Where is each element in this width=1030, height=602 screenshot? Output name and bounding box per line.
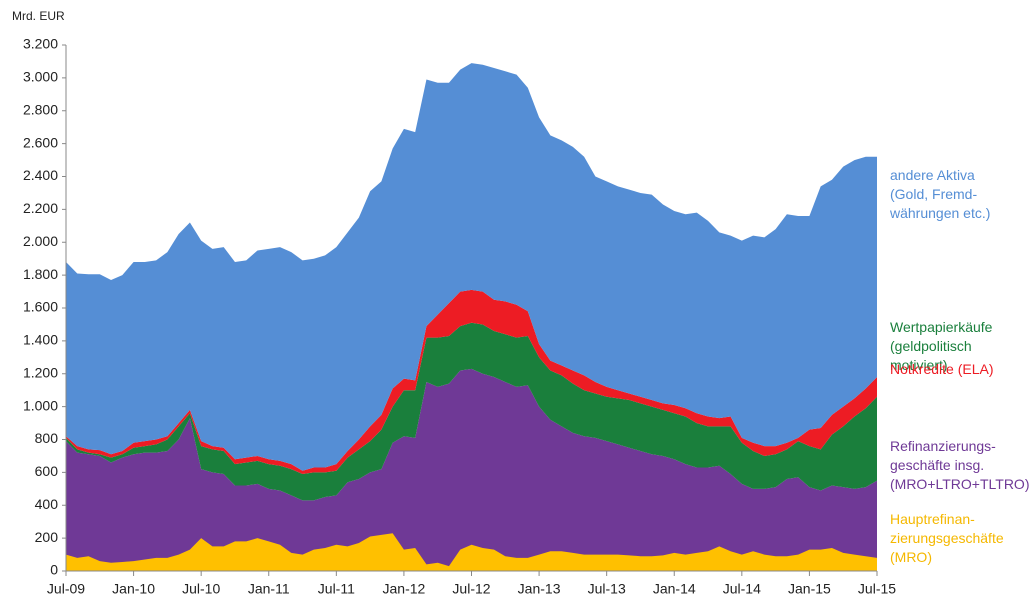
x-tick-label: Jan-14 — [653, 581, 696, 597]
y-tick-label: 600 — [35, 463, 59, 479]
x-tick-label: Jan-12 — [383, 581, 426, 597]
y-tick-label: 1.400 — [23, 332, 58, 348]
y-tick-label: 1.000 — [23, 397, 58, 413]
x-tick-label: Jan-11 — [248, 581, 290, 597]
x-tick-label: Jul-09 — [47, 581, 85, 597]
legend-label: Notkredite (ELA) — [890, 361, 994, 377]
y-tick-label: 3.000 — [23, 69, 58, 85]
area — [66, 63, 877, 471]
y-tick-label: 400 — [35, 496, 59, 512]
x-tick-label: Jul-12 — [452, 581, 490, 597]
area — [66, 322, 877, 501]
x-tick-label: Jul-13 — [588, 581, 626, 597]
legend-label: andere Aktiva (Gold, Fremd- währungen et… — [890, 167, 991, 221]
x-tick-label: Jan-10 — [112, 581, 155, 597]
y-tick-label: 2.400 — [23, 167, 58, 183]
x-tick-label: Jan-13 — [518, 581, 561, 597]
legend-label: Hauptrefinan- zierungsgeschäfte (MRO) — [890, 511, 1004, 565]
area — [66, 533, 877, 571]
y-tick-label: 2.000 — [23, 233, 58, 249]
x-tick-label: Jan-15 — [788, 581, 831, 597]
x-tick-label: Jul-15 — [858, 581, 896, 597]
legend-label: Wertpapierkäufe (geldpolitisch motiviert… — [890, 319, 993, 373]
area — [66, 368, 877, 571]
x-tick-label: Jul-10 — [182, 581, 220, 597]
x-tick-label: Jul-11 — [318, 581, 355, 597]
y-tick-label: 1.800 — [23, 266, 58, 282]
y-tick-label: 800 — [35, 430, 59, 446]
y-tick-label: 2.200 — [23, 200, 58, 216]
x-tick-label: Jul-14 — [723, 581, 761, 597]
y-axis-label: Mrd. EUR — [12, 9, 65, 23]
y-tick-label: 2.800 — [23, 101, 58, 117]
y-tick-label: 3.200 — [23, 36, 58, 52]
y-tick-label: 1.600 — [23, 299, 58, 315]
y-tick-label: 1.200 — [23, 364, 58, 380]
y-tick-label: 200 — [35, 529, 59, 545]
legend-label: Refinanzierungs- geschäfte insg. (MRO+LT… — [890, 438, 1030, 492]
y-tick-label: 0 — [50, 562, 58, 578]
y-tick-label: 2.600 — [23, 134, 58, 150]
